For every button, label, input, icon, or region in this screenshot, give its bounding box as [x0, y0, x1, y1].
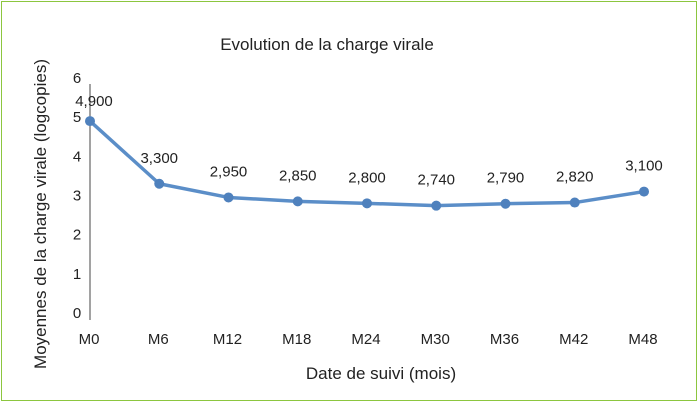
data-label: 2,790 [487, 170, 525, 187]
y-tick-label: 4 [73, 148, 81, 165]
y-tick-label: 0 [73, 305, 81, 322]
x-ticks: M0 M6 M12 M18 M24 M30 M36 M42 M48 [79, 331, 658, 348]
data-label: 3,100 [625, 158, 663, 175]
data-point [639, 186, 649, 197]
x-tick-label: M0 [79, 331, 100, 348]
data-label: 3,300 [140, 150, 178, 167]
x-tick-label: M30 [421, 331, 450, 348]
x-axis-label: Date de suivi (mois) [306, 364, 456, 383]
data-point [431, 200, 442, 211]
series-group: 4,900 3,300 2,950 2,850 2,800 2,740 2,790 2,820… [75, 93, 663, 211]
data-label: 2,800 [348, 169, 386, 186]
chart-title: Evolution de la charge virale [220, 35, 434, 54]
y-tick-label: 3 [73, 188, 81, 205]
y-tick-label: 5 [73, 109, 81, 126]
data-point [154, 178, 165, 189]
y-axis-label: Moyennes de la charge virale (logcopies) [31, 59, 50, 369]
data-point [500, 198, 511, 209]
data-label: 2,820 [556, 169, 594, 186]
x-tick-label: M36 [490, 331, 519, 348]
x-tick-label: M18 [282, 331, 311, 348]
x-tick-label: M6 [148, 331, 169, 348]
y-tick-label: 1 [73, 266, 81, 283]
y-ticks: 0 1 2 3 4 5 6 [73, 70, 81, 322]
data-label: 2,950 [210, 163, 248, 180]
x-tick-label: M42 [559, 331, 588, 348]
data-label: 2,850 [279, 167, 317, 184]
data-point [362, 198, 372, 209]
data-label: 4,900 [75, 93, 113, 110]
y-tick-label: 6 [73, 70, 81, 87]
data-point [569, 197, 580, 208]
data-label: 2,740 [417, 172, 455, 189]
x-tick-label: M12 [213, 331, 242, 348]
x-tick-label: M48 [628, 331, 657, 348]
x-tick-label: M24 [351, 331, 380, 348]
data-point [85, 116, 95, 127]
y-tick-label: 2 [73, 227, 81, 244]
data-point [223, 192, 234, 203]
data-point [292, 196, 303, 207]
